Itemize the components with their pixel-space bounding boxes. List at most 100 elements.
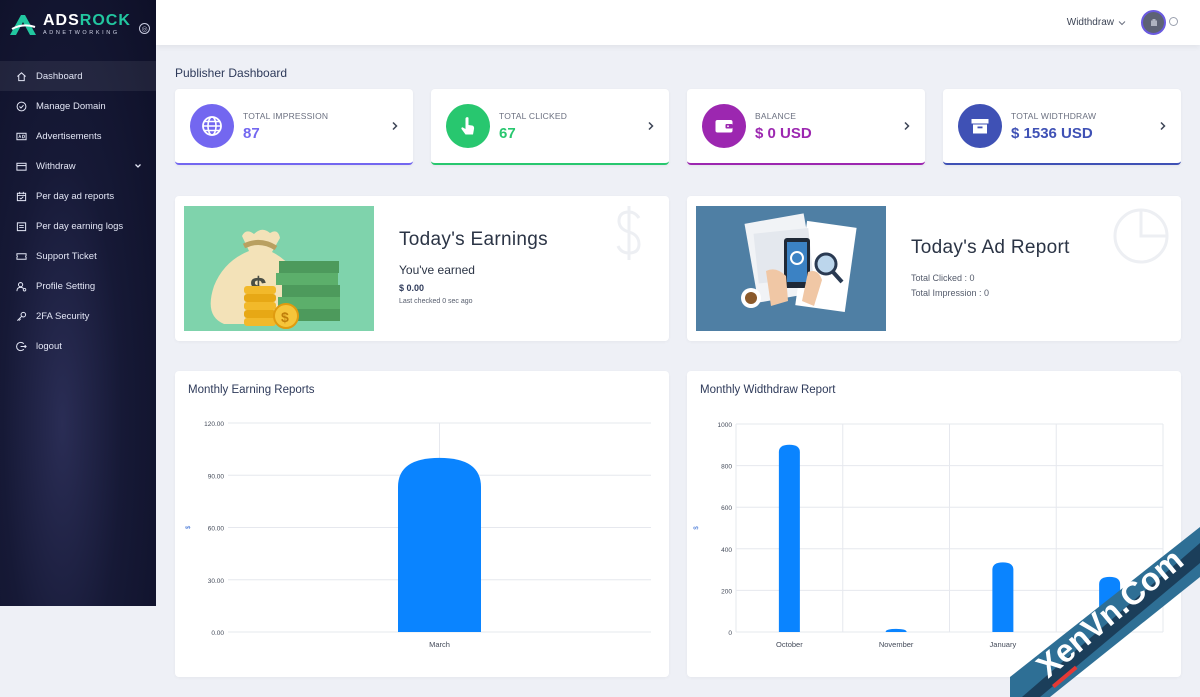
sidebar-item-label: logout [36,340,62,352]
x-tick-label: March [429,640,450,649]
chevron-down-icon [1118,20,1126,25]
sidebar-item-label: Support Ticket [36,250,97,262]
bar-january[interactable] [992,562,1014,632]
avatar-dropdown-icon[interactable] [1169,17,1178,26]
sidebar-item-2fa-security[interactable]: 2FA Security [0,301,156,331]
y-tick-label: 0 [728,630,732,637]
sidebar-item-profile-setting[interactable]: Profile Setting [0,271,156,301]
header-withdraw-label: Widthdraw [1066,17,1114,28]
ad-report-title: Today's Ad Report [911,237,1070,258]
sidebar-collapse-icon[interactable]: ◎ [139,23,150,34]
ticket-icon [16,251,27,262]
monthly-withdraw-chart: 0 200 400 600 800 1000 $ October November January [694,422,1164,649]
y-tick-label: 1000 [718,422,733,429]
hand-pointer-icon [446,104,490,148]
sidebar-item-withdraw[interactable]: Withdraw [0,151,156,181]
bar-march[interactable] [398,457,481,632]
avatar[interactable] [1141,10,1166,35]
bar-november[interactable] [885,628,907,632]
sidebar: ADSROCK ADNETWORKING ◎ Dashboard Manage … [0,0,156,606]
y-tick-label: 120.00 [204,421,224,428]
sidebar-item-per-day-earning-logs[interactable]: Per day earning logs [0,211,156,241]
chevron-right-icon [392,121,398,131]
user-avatar-icon [1150,18,1157,26]
x-tick-label: November [879,640,914,649]
ad-icon [16,131,27,142]
todays-earnings-panel: $ $ Today's Earnings You've earned $ 0.0… [175,196,669,341]
report-illustration [696,206,886,331]
chart-title: Monthly Earning Reports [188,384,315,396]
stat-value: 87 [243,125,260,142]
sidebar-item-label: Advertisements [36,130,102,142]
chevron-right-icon [1160,121,1166,131]
wallet-icon [16,161,27,172]
sidebar-item-label: Manage Domain [36,100,106,112]
stat-card-total-impression[interactable]: TOTAL IMPRESSION 87 [175,89,413,165]
sidebar-item-advertisements[interactable]: Advertisements [0,121,156,151]
x-tick-label: January [990,640,1017,649]
y-tick-label: 90.00 [208,473,225,480]
y-axis-label: $ [186,525,192,529]
stat-label: BALANCE [755,111,797,121]
sidebar-nav: Dashboard Manage Domain Advertisements W… [0,61,156,361]
earnings-amount: $ 0.00 [399,283,425,293]
sidebar-item-label: Profile Setting [36,280,96,292]
y-tick-label: 60.00 [208,526,225,533]
sidebar-item-logout[interactable]: logout [0,331,156,361]
sidebar-item-label: Per day earning logs [36,220,124,232]
stat-card-balance[interactable]: BALANCE $ 0 USD [687,89,925,165]
stat-label: TOTAL WIDTHDRAW [1011,111,1097,121]
sidebar-item-label: Withdraw [36,160,76,172]
stat-value: $ 1536 USD [1011,125,1093,142]
y-tick-label: 800 [721,464,732,471]
sidebar-item-per-day-ad-reports[interactable]: Per day ad reports [0,181,156,211]
x-tick-label: October [776,640,803,649]
page-title: Publisher Dashboard [175,66,288,80]
brand-name-a: ADS [43,12,80,30]
y-tick-label: 400 [721,547,732,554]
sidebar-item-label: Dashboard [36,70,83,82]
stat-label: TOTAL CLICKED [499,111,568,121]
watermark-text: XenVn.Com [1029,541,1190,684]
chevron-right-icon [648,121,654,131]
brand-name-b: ROCK [79,12,131,30]
y-tick-label: 0.00 [211,630,224,637]
svg-text:$: $ [281,309,289,325]
sidebar-item-support-ticket[interactable]: Support Ticket [0,241,156,271]
sidebar-item-manage-domain[interactable]: Manage Domain [0,91,156,121]
y-tick-label: 200 [721,588,732,595]
logo-mark-icon [10,15,36,35]
sidebar-item-dashboard[interactable]: Dashboard [0,61,156,91]
brand-tagline: ADNETWORKING [43,30,120,37]
key-icon [16,311,27,322]
archive-icon [958,104,1002,148]
todays-ad-report-panel: Today's Ad Report Total Clicked : 0 Tota… [687,196,1181,341]
header-withdraw-dropdown[interactable]: Widthdraw [1067,17,1126,28]
watermark: XenVn.Com [1010,527,1200,697]
chevron-down-icon [135,164,141,168]
bar-october[interactable] [778,444,800,632]
stat-card-total-withdraw[interactable]: TOTAL WIDTHDRAW $ 1536 USD [943,89,1181,165]
ad-report-impression: Total Impression : 0 [911,288,990,298]
receipt-icon [16,221,27,232]
globe-icon [190,104,234,148]
y-tick-label: 30.00 [208,578,225,585]
chart-title: Monthly Widthdraw Report [700,384,836,396]
y-tick-label: 600 [721,505,732,512]
chevron-right-icon [904,121,910,131]
pie-chart-icon [1113,208,1169,264]
earnings-title: Today's Earnings [399,229,548,250]
top-header: Widthdraw [156,0,1200,45]
money-bag-illustration: $ $ [184,206,374,331]
y-axis-label: $ [694,526,700,530]
brand-logo[interactable]: ADSROCK ADNETWORKING ◎ [0,0,156,50]
check-circle-icon [16,101,27,112]
earnings-subtitle: You've earned [399,263,475,277]
stat-card-total-clicked[interactable]: TOTAL CLICKED 67 [431,89,669,165]
earnings-last-checked: Last checked 0 sec ago [399,298,473,305]
user-gear-icon [16,281,27,292]
sidebar-item-label: 2FA Security [36,310,90,322]
stat-value: $ 0 USD [755,125,812,142]
calendar-icon [16,191,27,202]
wallet-icon [702,104,746,148]
